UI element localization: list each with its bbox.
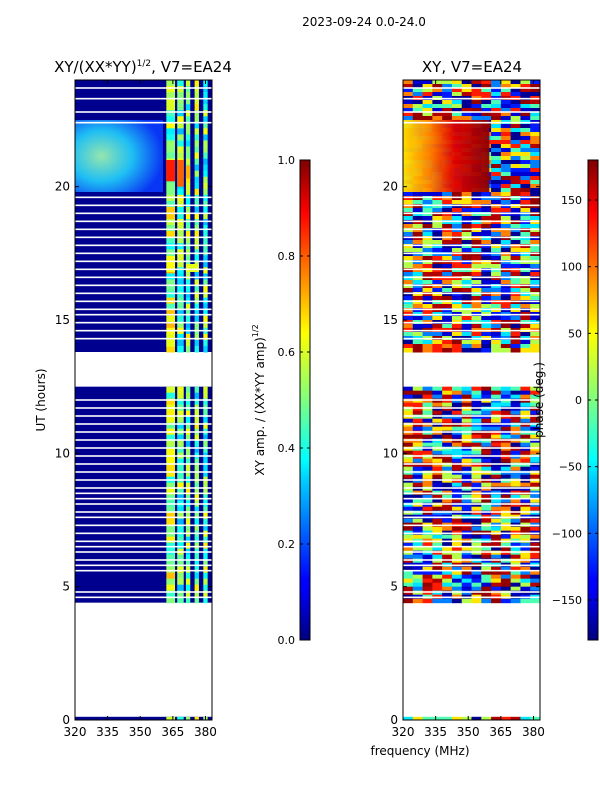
x-tick-label: 350 — [457, 725, 480, 739]
x-tick-label: 335 — [424, 725, 447, 739]
phase-heatmap — [403, 80, 541, 721]
y-tick-label: 15 — [383, 313, 398, 327]
x-tick-label: 335 — [96, 725, 119, 739]
phase-panel-title: XY, V7=EA24 — [422, 58, 522, 76]
colorbar-tick-label: −50 — [559, 461, 582, 474]
amplitude-high-region — [75, 120, 163, 192]
amplitude-heatmap — [75, 80, 212, 721]
y-tick-label: 20 — [55, 180, 70, 194]
phase-axis-ticks: 0 5 10 15 20 320 335 350 365 380 — [383, 80, 545, 739]
colorbar-tick-label: 0.2 — [278, 538, 296, 551]
y-tick-label: 5 — [390, 580, 398, 594]
y-tick-label: 5 — [62, 580, 70, 594]
colorbar-tick-label: 0.6 — [278, 346, 296, 359]
colorbar-tick-label: 1.0 — [278, 154, 296, 167]
y-tick-label: 20 — [383, 180, 398, 194]
amplitude-colorbar-label: XY amp. / (XX*YY amp)1/2 — [251, 324, 267, 475]
colorbar-tick-label: 0.8 — [278, 250, 296, 263]
shared-xlabel: frequency (MHz) — [370, 744, 469, 758]
colorbar-tick-label: 0 — [575, 394, 582, 407]
amplitude-axis-ticks: 0 5 10 15 20 320 335 350 365 380 — [55, 80, 217, 739]
x-tick-label: 320 — [392, 725, 415, 739]
colorbar-tick-label: −100 — [552, 527, 582, 540]
phase-colorbar-label: phase (deg.) — [532, 362, 546, 438]
y-tick-label: 0 — [62, 713, 70, 727]
amplitude-colorbar: 0.0 0.2 0.4 0.6 0.8 1.0 XY amp. / (XX*YY amp)… — [251, 154, 311, 647]
colorbar-tick-label: −150 — [552, 594, 582, 607]
x-tick-label: 365 — [161, 725, 184, 739]
colorbar-tick-label: 150 — [561, 194, 582, 207]
y-tick-label: 10 — [383, 446, 398, 460]
y-tick-label: 15 — [55, 313, 70, 327]
colorbar-tick-label: 0.4 — [278, 442, 296, 455]
x-tick-label: 350 — [129, 725, 152, 739]
colorbar-tick-label: 50 — [568, 327, 582, 340]
x-tick-label: 380 — [194, 725, 217, 739]
x-tick-label: 365 — [489, 725, 512, 739]
x-tick-label: 320 — [64, 725, 87, 739]
phase-axes-frame — [402, 79, 541, 721]
y-tick-label: 0 — [390, 713, 398, 727]
amplitude-panel: XY/(XX*YY)1/2, V7=EA24 0 5 10 15 20 320 335 350… — [34, 58, 232, 739]
phase-colorbar: 150 100 50 0 −50 −100 −150 phase (deg.) — [532, 159, 599, 641]
phase-panel: XY, V7=EA24 0 5 10 15 20 320 335 350 365 380 — [383, 58, 545, 739]
y-tick-label: 10 — [55, 446, 70, 460]
amplitude-axes-frame — [74, 79, 213, 721]
amplitude-ylabel: UT (hours) — [34, 368, 48, 431]
phase-coherent-region — [403, 120, 490, 192]
x-tick-label: 380 — [522, 725, 545, 739]
amplitude-panel-title: XY/(XX*YY)1/2, V7=EA24 — [54, 58, 232, 76]
figure-title: 2023-09-24 0.0-24.0 — [302, 15, 426, 29]
amplitude-coverage-block — [75, 716, 212, 720]
colorbar-tick-label: 100 — [561, 261, 582, 274]
amplitude-colorbar-gradient — [299, 159, 311, 641]
colorbar-tick-label: 0.0 — [278, 634, 296, 647]
